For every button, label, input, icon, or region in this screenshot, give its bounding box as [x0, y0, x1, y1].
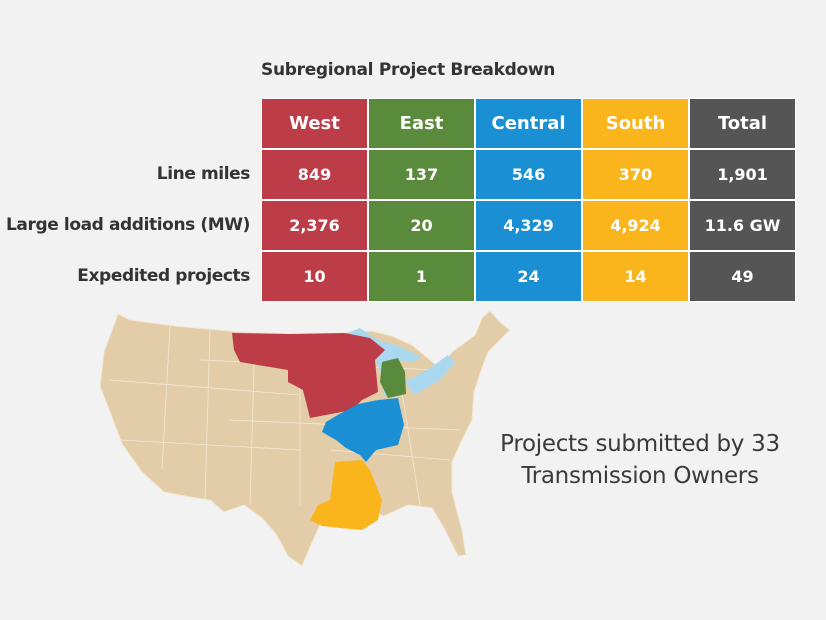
cell-west: 849	[261, 149, 368, 200]
col-header-south: South	[582, 98, 689, 149]
south-region	[310, 460, 382, 530]
col-header-east: East	[368, 98, 475, 149]
header-row: West East Central South Total	[0, 98, 800, 149]
cell-total: 11.6 GW	[689, 200, 796, 251]
cell-south: 4,924	[582, 200, 689, 251]
col-header-west: West	[261, 98, 368, 149]
table-row: Large load additions (MW) 2,376 20 4,329…	[0, 200, 800, 251]
us-land	[99, 310, 511, 567]
row-label: Expedited projects	[77, 266, 250, 286]
cell-south: 370	[582, 149, 689, 200]
cell-central: 546	[475, 149, 582, 200]
cell-west: 10	[261, 251, 368, 302]
table-row: Line miles 849 137 546 370 1,901	[0, 149, 800, 200]
east-region	[380, 358, 406, 398]
cell-west: 2,376	[261, 200, 368, 251]
table-title: Subregional Project Breakdown	[261, 60, 556, 80]
cell-east: 1	[368, 251, 475, 302]
submission-note: Projects submitted by 33 Transmission Ow…	[500, 431, 780, 489]
cell-east: 20	[368, 200, 475, 251]
col-header-central: Central	[475, 98, 582, 149]
cell-total: 49	[689, 251, 796, 302]
central-region	[322, 398, 404, 462]
cell-east: 137	[368, 149, 475, 200]
west-region	[232, 333, 385, 418]
table-row: Expedited projects 10 1 24 14 49	[0, 251, 800, 302]
cell-central: 24	[475, 251, 582, 302]
row-label: Large load additions (MW)	[6, 215, 250, 235]
cell-total: 1,901	[689, 149, 796, 200]
col-header-total: Total	[689, 98, 796, 149]
cell-south: 14	[582, 251, 689, 302]
cell-central: 4,329	[475, 200, 582, 251]
row-label: Line miles	[156, 164, 251, 184]
